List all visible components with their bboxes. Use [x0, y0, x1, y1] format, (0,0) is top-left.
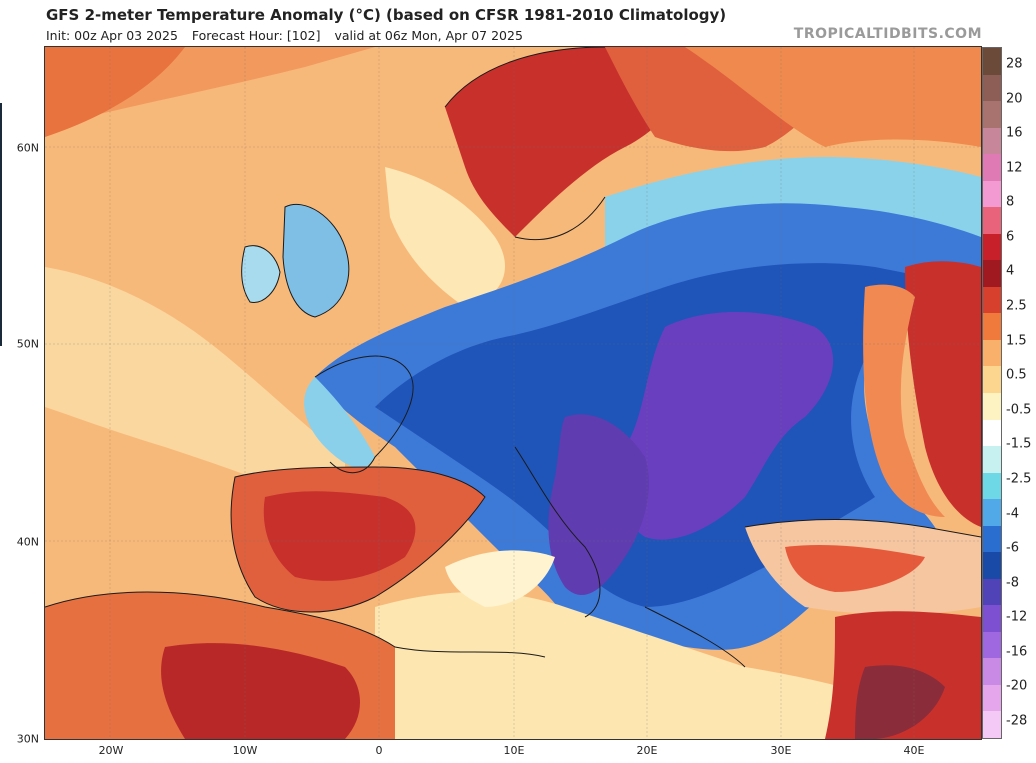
colorbar-label: 6 [1006, 229, 1015, 245]
france-coast-fringe [304, 377, 375, 468]
colorbar-label: 1.5 [1006, 333, 1027, 349]
colorbar-label: 12 [1006, 160, 1023, 176]
colorbar-segment [983, 286, 1001, 314]
lon-label-20w: 20W [98, 744, 124, 757]
colorbar-segment [983, 552, 1001, 580]
lat-label-60n: 60N [16, 141, 39, 155]
colorbar-label: 20 [1006, 91, 1023, 107]
colorbar-label: 28 [1006, 56, 1023, 72]
colorbar-segment [983, 366, 1001, 394]
colorbar-segment [983, 658, 1001, 686]
uk-cool [283, 204, 349, 317]
colorbar-label: -4 [1006, 506, 1019, 522]
colorbar-label: -0.5 [1006, 402, 1032, 418]
atlantic-pale-band [45, 267, 345, 517]
anatolia-warm [785, 545, 925, 592]
lon-label-40e: 40E [903, 744, 925, 757]
mediterranean-pale [375, 592, 875, 739]
map-subtitle: Init: 00z Apr 03 2025 Forecast Hour: [10… [46, 28, 533, 43]
lat-label-50n: 50N [16, 337, 39, 351]
colorbar-segment [983, 207, 1001, 235]
lon-label-0: 0 [375, 744, 383, 757]
colorbar-segment [983, 605, 1001, 633]
brand-logo[interactable]: TROPICALTIDBITS.COM [793, 26, 982, 42]
iberia-warm-core [263, 491, 416, 581]
colorbar-segment [983, 180, 1001, 208]
nw-warm-patch [45, 47, 185, 137]
north-sea-pale [385, 167, 505, 307]
maghreb-warm-core [161, 643, 360, 739]
colorbar-segment [983, 684, 1001, 712]
colorbar-label: 4 [1006, 263, 1015, 279]
colorbar-label: -12 [1006, 609, 1028, 625]
colorbar-label: -16 [1006, 644, 1028, 660]
colorbar-label: -28 [1006, 713, 1028, 729]
colorbar-segment [983, 260, 1001, 288]
forecast-hour: Forecast Hour: [102] [191, 28, 321, 43]
colorbar-segment [983, 446, 1001, 474]
coastlines [45, 47, 981, 668]
graticule [45, 47, 981, 739]
colorbar-label: 0.5 [1006, 367, 1027, 383]
colorbar-segment [983, 233, 1001, 261]
colorbar-label: 16 [1006, 125, 1023, 141]
valid-time: valid at 06z Mon, Apr 07 2025 [334, 28, 523, 43]
east-russia-warm [905, 261, 981, 527]
colorbar-segment [983, 48, 1001, 76]
colorbar-label: -20 [1006, 678, 1028, 694]
colorbar-segment [983, 74, 1001, 102]
colorbar-label: -2.5 [1006, 471, 1032, 487]
colorbar-segment [983, 499, 1001, 527]
tyrrhenian-pale [445, 550, 555, 607]
lon-label-20e: 20E [636, 744, 658, 757]
colorbar-segment [983, 631, 1001, 659]
colorbar-segment [983, 393, 1001, 421]
colorbar-label: 2.5 [1006, 298, 1027, 314]
lon-label-10w: 10W [232, 744, 258, 757]
purple-anomaly-balkans [548, 414, 649, 596]
ireland-cool [241, 245, 280, 303]
colorbar-segment [983, 313, 1001, 341]
lon-label-10e: 10E [503, 744, 525, 757]
colorbar-segment [983, 101, 1001, 129]
middle-east-hot-core [855, 665, 945, 739]
anomaly-field [45, 47, 981, 739]
lat-label-40n: 40N [16, 535, 39, 549]
anomaly-map [44, 46, 982, 740]
colorbar-segment [983, 525, 1001, 553]
colorbar-segment [983, 711, 1001, 739]
colorbar-label: -1.5 [1006, 436, 1032, 452]
colorbar [982, 47, 1002, 739]
colorbar-segment [983, 127, 1001, 155]
side-scroll-indicator [0, 103, 2, 346]
colorbar-label: -8 [1006, 575, 1019, 591]
colorbar-label: 8 [1006, 194, 1015, 210]
purple-anomaly-east [614, 312, 834, 540]
init-time: Init: 00z Apr 03 2025 [46, 28, 178, 43]
map-title: GFS 2-meter Temperature Anomaly (°C) (ba… [46, 6, 727, 24]
colorbar-segment [983, 419, 1001, 447]
colorbar-label: -6 [1006, 540, 1019, 556]
east-transition [863, 284, 945, 517]
lat-label-30n: 30N [16, 732, 39, 746]
nw-russia-warm [685, 47, 981, 147]
colorbar-segment [983, 339, 1001, 367]
colorbar-segment [983, 154, 1001, 182]
lon-label-30e: 30E [770, 744, 792, 757]
colorbar-segment [983, 578, 1001, 606]
colorbar-segment [983, 472, 1001, 500]
